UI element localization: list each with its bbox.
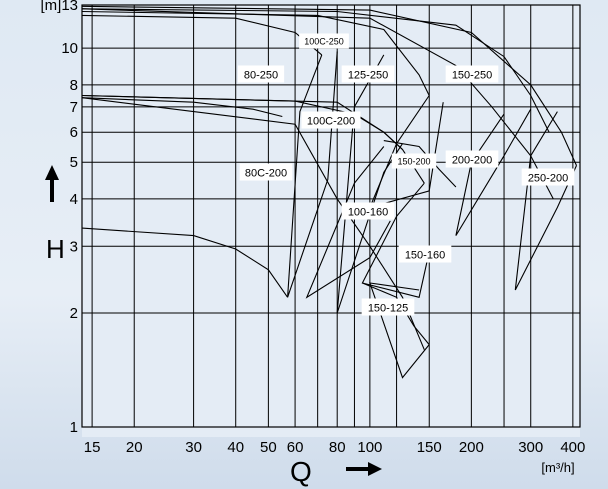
y-tick-label: 1 bbox=[70, 419, 78, 436]
pump-curve-250-200 bbox=[81, 5, 578, 166]
x-tick-label: 30 bbox=[185, 439, 202, 456]
region-label: 100-160 bbox=[341, 202, 395, 220]
operating-envelope bbox=[514, 111, 578, 291]
y-tick-label: 5 bbox=[70, 154, 78, 171]
region-label: 80-250 bbox=[237, 65, 285, 83]
x-tick-label: 300 bbox=[518, 439, 543, 456]
svg-text:80-250: 80-250 bbox=[244, 70, 278, 82]
x-tick-label: 200 bbox=[459, 439, 484, 456]
plot-border bbox=[81, 4, 581, 428]
region-label: 150-250 bbox=[445, 65, 499, 83]
up-arrow-icon bbox=[45, 165, 59, 202]
operating-envelope bbox=[336, 54, 403, 314]
svg-text:100-160: 100-160 bbox=[348, 207, 388, 219]
y-tick-label: 2 bbox=[70, 305, 78, 322]
operating-envelope bbox=[455, 108, 532, 236]
svg-text:100C-200: 100C-200 bbox=[307, 116, 355, 128]
y-tick-label: 4 bbox=[70, 191, 78, 208]
pump-curve-150-250 bbox=[81, 8, 550, 133]
h-axis-title: H bbox=[46, 234, 65, 264]
plot-area bbox=[82, 5, 580, 437]
region-label: 150-125 bbox=[361, 298, 415, 316]
x-tick-label: 400 bbox=[560, 439, 585, 456]
svg-text:200-200: 200-200 bbox=[452, 155, 492, 167]
operating-envelope bbox=[287, 51, 338, 298]
x-tick-label: 15 bbox=[84, 439, 101, 456]
right-arrow-icon bbox=[346, 462, 382, 476]
svg-text:150-160: 150-160 bbox=[405, 250, 445, 262]
tick-labels: 15 20 30 40 50 60 80 100 150 200 300 400 1 2 3 4 5 6 7 8 10 [… bbox=[40, 0, 585, 475]
pump-curve-80-250 bbox=[81, 97, 283, 118]
y-tick-label: 3 bbox=[70, 238, 78, 255]
svg-text:250-200: 250-200 bbox=[528, 173, 568, 185]
region-label: 125-250 bbox=[341, 65, 395, 83]
envelopes bbox=[287, 51, 578, 379]
x-tick-label: 100 bbox=[357, 439, 382, 456]
operating-envelope bbox=[305, 146, 391, 299]
region-label: 150-200 bbox=[391, 153, 437, 169]
x-tick-label: 150 bbox=[417, 439, 442, 456]
y-tick-label: [m]13 bbox=[40, 0, 78, 14]
svg-text:150-125: 150-125 bbox=[368, 303, 408, 315]
svg-text:150-200: 150-200 bbox=[397, 157, 430, 167]
y-tick-label: 10 bbox=[61, 40, 78, 57]
x-tick-label: 40 bbox=[227, 439, 244, 456]
y-tick-label: 6 bbox=[70, 124, 78, 141]
x-tick-label: 80 bbox=[329, 439, 346, 456]
x-unit-label: [m³/h] bbox=[541, 460, 574, 475]
region-labels: 100C-250 80-250 125-250 150-250 100C-200 150-… bbox=[237, 33, 575, 316]
region-label: 100C-200 bbox=[301, 111, 361, 129]
svg-text:125-250: 125-250 bbox=[348, 70, 388, 82]
x-tick-label: 20 bbox=[126, 439, 143, 456]
region-label: 80C-200 bbox=[239, 163, 293, 181]
operating-envelope bbox=[361, 182, 430, 298]
region-label: 150-160 bbox=[398, 245, 452, 263]
pump-curve-200-200 bbox=[81, 8, 554, 200]
svg-text:100C-250: 100C-250 bbox=[304, 37, 344, 47]
region-label: 200-200 bbox=[445, 150, 499, 168]
pump-curve-80c-200 bbox=[81, 227, 289, 298]
region-label: 250-200 bbox=[521, 168, 575, 186]
svg-text:80C-200: 80C-200 bbox=[245, 168, 287, 180]
x-tick-label: 50 bbox=[260, 439, 277, 456]
operating-envelope bbox=[369, 282, 430, 379]
y-tick-label: 7 bbox=[70, 99, 78, 116]
svg-text:150-250: 150-250 bbox=[452, 70, 492, 82]
x-tick-label: 60 bbox=[287, 439, 304, 456]
region-label: 100C-250 bbox=[299, 33, 349, 49]
q-axis-title: Q bbox=[290, 456, 312, 487]
y-tick-label: 8 bbox=[70, 77, 78, 94]
